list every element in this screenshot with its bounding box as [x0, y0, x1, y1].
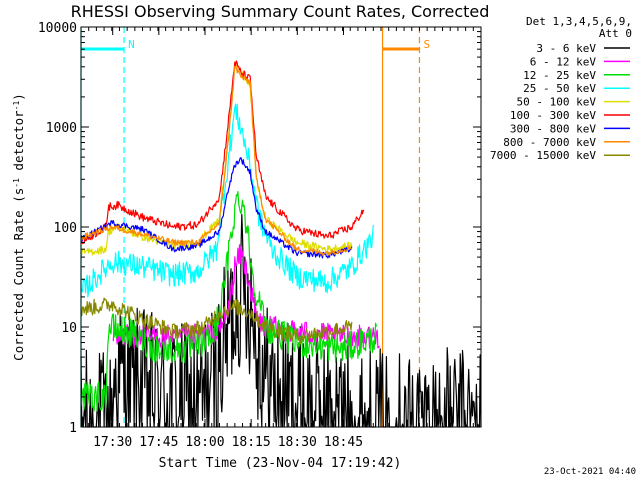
chart-title: RHESSI Observing Summary Count Rates, Co… — [71, 2, 490, 21]
series-line — [80, 297, 353, 345]
x-tick-label: 18:00 — [185, 435, 224, 450]
y-tick-label: 10 — [61, 321, 77, 336]
y-axis-label-part: ) — [11, 93, 26, 101]
legend-label: 3 - 6 keV — [536, 42, 596, 55]
legend-header: Det 1,3,4,5,6,9, — [526, 15, 632, 28]
y-tick-label: 1 — [69, 421, 77, 436]
band-label: N — [128, 38, 135, 51]
legend-label: 800 - 7000 keV — [503, 136, 596, 149]
band-label: S — [423, 38, 430, 51]
y-tick-label: 10000 — [38, 21, 77, 36]
x-tick-label: 18:15 — [232, 435, 271, 450]
legend-label: 50 - 100 keV — [517, 96, 597, 109]
y-axis-label: Corrected Count Rate (s-1 detector-1) — [11, 93, 26, 361]
series-line — [80, 103, 374, 298]
legend-label: 100 - 300 keV — [510, 109, 596, 122]
footer-timestamp: 23-Oct-2021 04:40 — [544, 467, 636, 477]
legend-label: 25 - 50 keV — [523, 82, 596, 95]
y-axis-label-part: Corrected Count Rate (s — [11, 188, 26, 361]
legend-label: 7000 - 15000 keV — [490, 149, 596, 162]
series-line — [80, 157, 353, 259]
x-axis-label: Start Time (23-Nov-04 17:19:42) — [159, 456, 402, 471]
legend-label: 12 - 25 keV — [523, 69, 596, 82]
x-axis-ticks: 17:30 17:45 18:00 18:15 18:30 18:45 — [80, 27, 482, 450]
legend-header: Att 0 — [599, 27, 632, 40]
x-tick-label: 17:45 — [139, 435, 178, 450]
legend-label: 6 - 12 keV — [530, 55, 597, 68]
y-axis-label-exponent: -1 — [12, 101, 21, 111]
y-axis-label-part: detector — [11, 110, 26, 178]
legend-label: 300 - 800 keV — [510, 122, 596, 135]
y-axis-ticks: 1 10 100 1000 10000 — [38, 21, 481, 436]
series-line — [80, 191, 377, 412]
y-tick-label: 100 — [54, 221, 77, 236]
y-tick-label: 1000 — [46, 121, 77, 136]
series-line — [80, 65, 353, 257]
series-line — [80, 60, 365, 245]
x-tick-label: 17:30 — [93, 435, 132, 450]
y-axis-label-exponent: -1 — [12, 178, 21, 188]
x-tick-label: 18:45 — [324, 435, 363, 450]
x-tick-label: 18:30 — [278, 435, 317, 450]
